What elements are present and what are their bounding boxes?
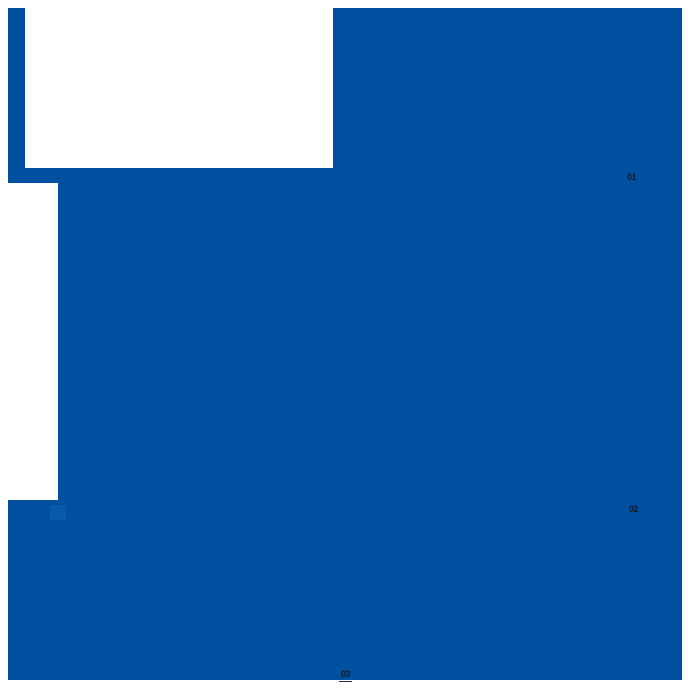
axis-tick-label-bottom: 03 bbox=[341, 669, 351, 679]
plot-region-top-right bbox=[333, 8, 682, 168]
axis-tick-label-right-upper: 01 bbox=[627, 172, 637, 182]
plot-region-lower-block bbox=[8, 500, 682, 680]
axis-tick-label-right-lower: 02 bbox=[629, 504, 639, 514]
axis-tick-mark-bottom bbox=[339, 681, 352, 682]
plot-region-main-body bbox=[58, 183, 682, 500]
plot-region-spine-left bbox=[8, 8, 25, 183]
plot-marker-square bbox=[50, 505, 66, 520]
plot-region-upper-band bbox=[8, 168, 682, 183]
